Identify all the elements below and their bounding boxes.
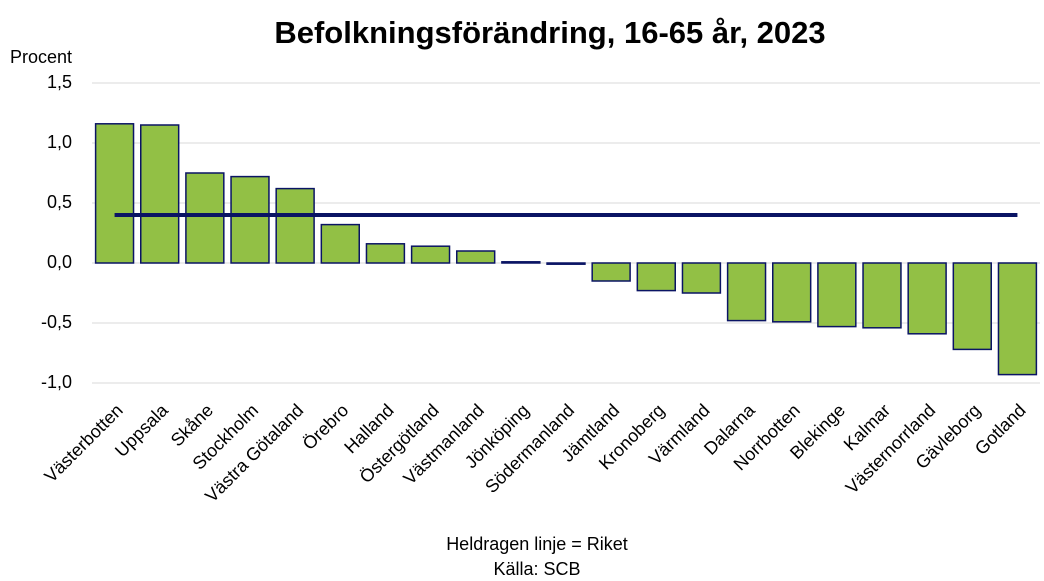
bar	[501, 261, 541, 264]
bar	[907, 262, 947, 335]
bar	[591, 262, 631, 282]
y-tick-label: 0,0	[47, 252, 72, 272]
chart-title: Befolkningsförändring, 16-65 år, 2023	[274, 15, 825, 50]
bar	[320, 223, 360, 264]
bar	[862, 262, 902, 329]
y-axis-label: Procent	[10, 47, 72, 67]
bar	[456, 250, 496, 264]
bar	[681, 262, 722, 294]
bar	[275, 187, 315, 264]
y-tick-label: 0,5	[47, 192, 72, 212]
bar	[546, 262, 586, 265]
bar	[636, 262, 676, 292]
bar	[185, 172, 225, 264]
bar	[94, 123, 135, 264]
annotation: Källa: SCB	[493, 559, 580, 579]
bar	[365, 243, 406, 264]
bar	[997, 262, 1038, 376]
bar	[140, 124, 180, 264]
y-tick-label: 1,0	[47, 132, 72, 152]
bar	[726, 262, 767, 322]
bar	[230, 175, 270, 264]
y-tick-label: 1,5	[47, 72, 72, 92]
bar	[952, 262, 992, 351]
bar	[410, 245, 451, 264]
annotation: Heldragen linje = Riket	[446, 534, 628, 554]
x-tick-label: Gotland	[971, 400, 1030, 459]
y-tick-label: -0,5	[41, 312, 72, 332]
y-tick-label: -1,0	[41, 372, 72, 392]
bar	[817, 262, 857, 328]
bar	[772, 262, 812, 323]
